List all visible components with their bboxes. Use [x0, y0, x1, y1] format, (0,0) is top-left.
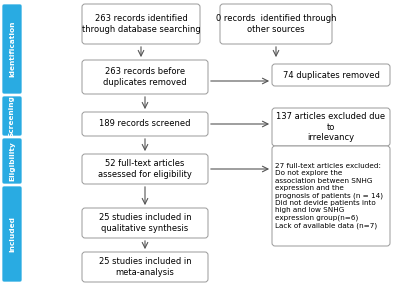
FancyBboxPatch shape [2, 4, 22, 94]
FancyBboxPatch shape [82, 4, 200, 44]
FancyBboxPatch shape [82, 112, 208, 136]
FancyBboxPatch shape [82, 252, 208, 282]
FancyBboxPatch shape [82, 208, 208, 238]
Text: 52 full-text articles
assessed for eligibility: 52 full-text articles assessed for eligi… [98, 159, 192, 179]
FancyBboxPatch shape [220, 4, 332, 44]
Text: 27 full-text articles excluded:
Do not explore the
association between SNHG
expr: 27 full-text articles excluded: Do not e… [275, 163, 383, 229]
Text: Screening: Screening [9, 95, 15, 137]
FancyBboxPatch shape [82, 154, 208, 184]
Text: 189 records screened: 189 records screened [99, 119, 191, 129]
Text: Included: Included [9, 216, 15, 252]
Text: 0 records  identified through
other sources: 0 records identified through other sourc… [216, 14, 336, 34]
FancyBboxPatch shape [272, 108, 390, 146]
Text: 263 records before
duplicates removed: 263 records before duplicates removed [103, 67, 187, 87]
FancyBboxPatch shape [2, 138, 22, 184]
Text: 25 studies included in
qualitative synthesis: 25 studies included in qualitative synth… [99, 213, 191, 233]
FancyBboxPatch shape [2, 96, 22, 136]
Text: 137 articles excluded due
to
irrelevancy: 137 articles excluded due to irrelevancy [276, 112, 386, 142]
FancyBboxPatch shape [2, 186, 22, 282]
Text: 74 duplicates removed: 74 duplicates removed [282, 71, 380, 79]
FancyBboxPatch shape [272, 146, 390, 246]
FancyBboxPatch shape [82, 60, 208, 94]
Text: Eligibility: Eligibility [9, 141, 15, 181]
FancyBboxPatch shape [272, 64, 390, 86]
Text: 25 studies included in
meta-analysis: 25 studies included in meta-analysis [99, 257, 191, 277]
Text: Identification: Identification [9, 21, 15, 77]
Text: 263 records identified
through database searching: 263 records identified through database … [82, 14, 200, 34]
